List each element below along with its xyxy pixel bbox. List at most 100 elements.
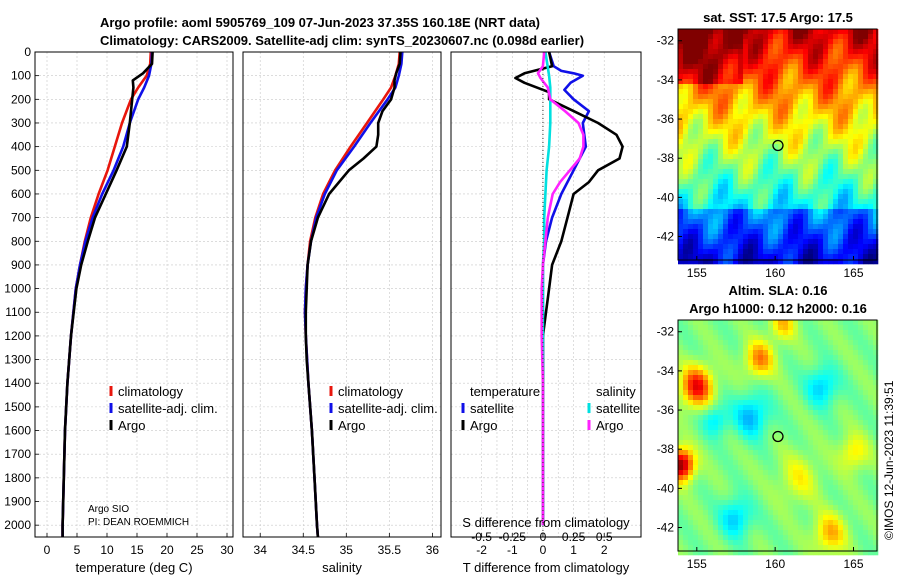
map-cell: [758, 435, 764, 441]
map-cell: [808, 184, 814, 190]
map-cell: [818, 485, 824, 491]
map-cell: [823, 535, 829, 541]
map-cell: [798, 134, 804, 140]
map-cell: [728, 380, 734, 386]
map-cell: [733, 440, 739, 446]
map-cell: [773, 244, 779, 250]
map-cell: [873, 380, 879, 386]
map-cell: [743, 239, 749, 245]
map-cell: [853, 340, 859, 346]
map-cell: [698, 104, 704, 110]
map-cell: [688, 229, 694, 235]
map-cell: [848, 59, 854, 65]
map-cell: [818, 520, 824, 526]
map-cell: [733, 495, 739, 501]
map-cell: [738, 219, 744, 225]
map-cell: [763, 420, 769, 426]
map-cell: [868, 99, 874, 105]
map-cell: [803, 375, 809, 381]
map-cell: [858, 254, 864, 260]
map-cell: [853, 49, 859, 55]
map-cell: [743, 325, 749, 331]
map-cell: [693, 455, 699, 461]
map-cell: [868, 475, 874, 481]
map-cell: [803, 104, 809, 110]
map-cell: [773, 490, 779, 496]
x-tick-label: -2: [476, 543, 487, 557]
map-cell: [763, 109, 769, 115]
map-cell: [693, 209, 699, 215]
map-cell: [753, 430, 759, 436]
map-cell: [738, 29, 744, 35]
map-cell: [778, 360, 784, 366]
map-cell: [688, 460, 694, 466]
map-cell: [793, 365, 799, 371]
map-cell: [713, 194, 719, 200]
map-cell: [713, 139, 719, 145]
map-cell: [763, 34, 769, 40]
map-cell: [798, 550, 804, 556]
map-cell: [803, 545, 809, 551]
map-cell: [758, 520, 764, 526]
map-cell: [843, 400, 849, 406]
map-cell: [823, 450, 829, 456]
map-cell: [873, 234, 879, 240]
map-cell: [738, 430, 744, 436]
map-cell: [728, 385, 734, 391]
map-cell: [818, 239, 824, 245]
map-cell: [748, 495, 754, 501]
map-cell: [843, 325, 849, 331]
map-cell: [873, 350, 879, 356]
map-cell: [848, 500, 854, 506]
map-cell: [863, 254, 869, 260]
map-cell: [868, 460, 874, 466]
map-cell: [743, 134, 749, 140]
map-cell: [778, 199, 784, 205]
map-cell: [683, 465, 689, 471]
map-cell: [748, 204, 754, 210]
map-cell: [693, 149, 699, 155]
map-cell: [733, 29, 739, 35]
map-cell: [733, 129, 739, 135]
map-cell: [698, 69, 704, 75]
map-cell: [763, 99, 769, 105]
map-cell: [758, 485, 764, 491]
map-cell: [743, 174, 749, 180]
map-cell: [778, 59, 784, 65]
map-cell: [688, 525, 694, 531]
map-cell: [708, 360, 714, 366]
map-cell: [758, 550, 764, 556]
map-cell: [778, 254, 784, 260]
map-cell: [763, 465, 769, 471]
map-cell: [693, 485, 699, 491]
map-cell: [678, 169, 684, 175]
y-tick-label: 200: [11, 92, 31, 106]
map-cell: [868, 74, 874, 80]
map-cell: [823, 94, 829, 100]
map-cell: [678, 229, 684, 235]
map-cell: [748, 380, 754, 386]
map-cell: [763, 154, 769, 160]
map-cell: [813, 350, 819, 356]
map-cell: [808, 89, 814, 95]
map-cell: [728, 224, 734, 230]
map-cell: [833, 420, 839, 426]
map-cell: [853, 184, 859, 190]
map-cell: [748, 59, 754, 65]
map-cell: [828, 475, 834, 481]
map-cell: [783, 114, 789, 120]
map-cell: [808, 475, 814, 481]
map-cell: [753, 239, 759, 245]
map-cell: [683, 79, 689, 85]
map-cell: [748, 244, 754, 250]
map-cell: [693, 370, 699, 376]
map-cell: [818, 219, 824, 225]
map-cell: [683, 189, 689, 195]
map-cell: [693, 365, 699, 371]
map-cell: [823, 64, 829, 70]
map-cell: [683, 520, 689, 526]
map-cell: [828, 214, 834, 220]
map-cell: [758, 330, 764, 336]
map-cell: [748, 54, 754, 60]
map-cell: [783, 244, 789, 250]
